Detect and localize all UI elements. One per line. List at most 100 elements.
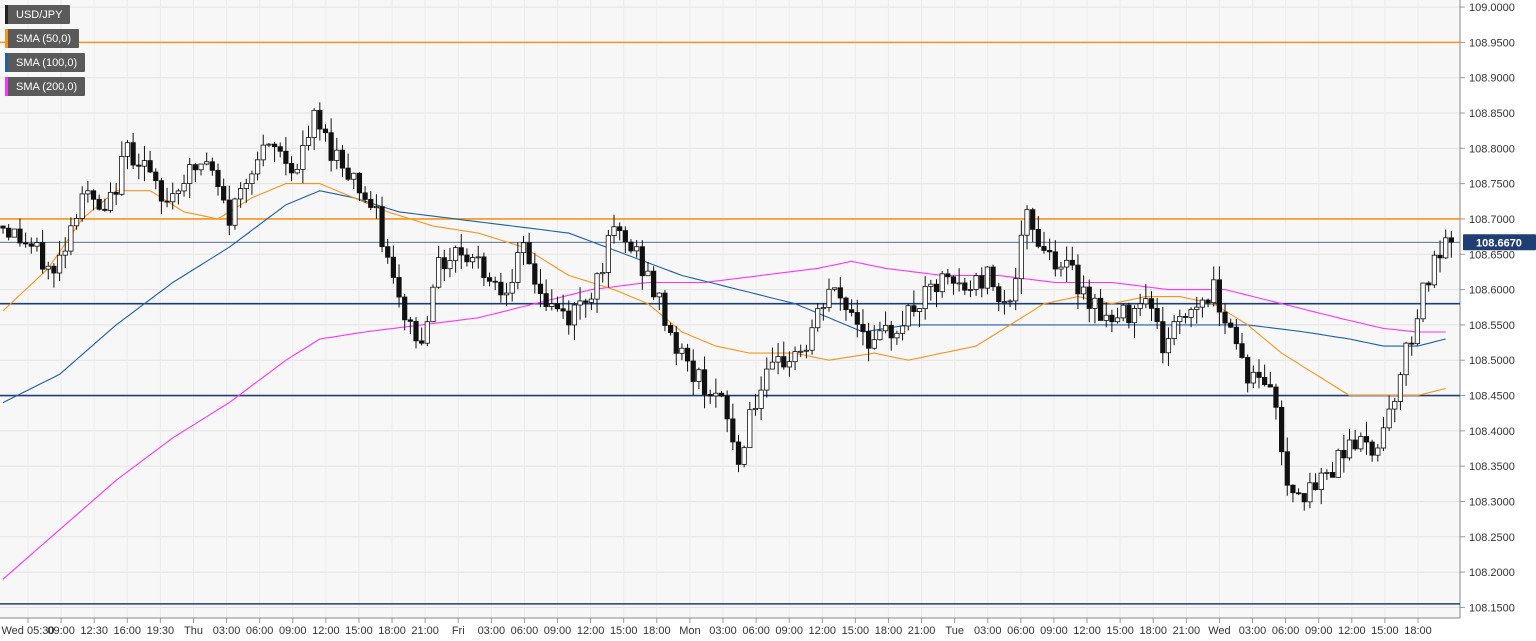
x-tick-label: 16:00 bbox=[114, 625, 142, 637]
candle-body bbox=[1165, 338, 1172, 354]
candle-body bbox=[28, 243, 34, 247]
candle-body bbox=[752, 408, 759, 411]
y-tick-label: 108.6500 bbox=[1469, 249, 1515, 261]
x-tick-label: 06:00 bbox=[1007, 625, 1035, 637]
candle-body bbox=[724, 395, 730, 420]
candle-body bbox=[130, 142, 136, 166]
legend-item-sma50[interactable]: SMA (50,0) bbox=[5, 29, 80, 48]
candle-body bbox=[758, 389, 764, 409]
x-tick-label: 21:00 bbox=[908, 625, 936, 637]
candle-body bbox=[1358, 436, 1364, 450]
candle-body bbox=[1284, 451, 1290, 486]
x-tick-label: 09:00 bbox=[775, 625, 803, 637]
candle-body bbox=[730, 418, 736, 443]
candle-body bbox=[1414, 318, 1420, 345]
candle-body bbox=[1052, 251, 1058, 270]
candle-body bbox=[277, 146, 283, 152]
candle-body bbox=[634, 246, 640, 252]
candle-body bbox=[1346, 439, 1353, 459]
candle-body bbox=[453, 247, 459, 261]
y-tick-label: 108.9500 bbox=[1469, 37, 1515, 49]
plot-area bbox=[0, 0, 1460, 618]
x-tick-label: Fri bbox=[452, 625, 465, 637]
x-tick-label: Wed bbox=[1208, 625, 1230, 637]
candle-body bbox=[860, 323, 866, 332]
candle-body bbox=[803, 349, 809, 352]
candle-body bbox=[136, 164, 142, 167]
candle-body bbox=[1148, 298, 1155, 309]
candle-body bbox=[792, 351, 798, 363]
candle-body bbox=[469, 257, 476, 263]
candle-body bbox=[430, 286, 436, 323]
current-price-label: 108.6670 bbox=[1476, 237, 1522, 249]
candle-body bbox=[0, 225, 6, 229]
candle-body bbox=[170, 193, 176, 203]
x-tick-label: Mon bbox=[679, 625, 700, 637]
candle-body bbox=[662, 292, 668, 326]
candle-body bbox=[566, 310, 572, 326]
candle-body bbox=[684, 347, 691, 362]
x-tick-label: 09:00 bbox=[1040, 625, 1068, 637]
x-tick-label: 21:00 bbox=[411, 625, 439, 637]
candle-body bbox=[1103, 314, 1109, 321]
candle-body bbox=[939, 273, 945, 293]
legend-item-sma100[interactable]: SMA (100,0) bbox=[5, 53, 86, 72]
candle-body bbox=[1188, 309, 1194, 318]
candle-body bbox=[441, 257, 447, 270]
candle-body bbox=[820, 307, 826, 310]
candle-body bbox=[1380, 427, 1387, 449]
candle-body bbox=[911, 305, 917, 312]
x-tick-label: 12:00 bbox=[809, 625, 837, 637]
candle-body bbox=[221, 186, 227, 201]
candle-body bbox=[933, 283, 940, 293]
candle-body bbox=[413, 320, 419, 342]
candle-body bbox=[854, 312, 860, 325]
candle-body bbox=[1007, 300, 1013, 303]
x-tick-label: 12:00 bbox=[577, 625, 605, 637]
legend-item-sma200[interactable]: SMA (200,0) bbox=[5, 77, 86, 96]
legend-item-usdjpy[interactable]: USD/JPY bbox=[5, 5, 71, 24]
x-tick-label: 09:00 bbox=[544, 625, 572, 637]
y-tick-label: 109.0000 bbox=[1469, 2, 1515, 14]
candle-body bbox=[673, 332, 679, 354]
candle-body bbox=[832, 287, 838, 290]
candle-body bbox=[1177, 316, 1183, 323]
candle-body bbox=[1194, 306, 1200, 310]
candle-body bbox=[532, 263, 538, 285]
candle-body bbox=[979, 275, 985, 289]
candle-body bbox=[1080, 286, 1087, 295]
candle-body bbox=[328, 132, 334, 161]
candle-body bbox=[17, 228, 23, 244]
candle-body bbox=[899, 325, 906, 334]
candle-body bbox=[1109, 314, 1115, 323]
candle-body bbox=[175, 190, 181, 194]
candle-body bbox=[260, 144, 266, 161]
x-tick-label: 03:00 bbox=[974, 625, 1002, 637]
candle-body bbox=[1205, 299, 1211, 304]
candle-body bbox=[187, 164, 193, 184]
candle-body bbox=[402, 296, 408, 321]
x-tick-label: 18:00 bbox=[643, 625, 671, 637]
candle-body bbox=[701, 369, 708, 395]
candle-body bbox=[1290, 484, 1296, 494]
candle-body bbox=[1114, 317, 1121, 323]
candle-body bbox=[322, 128, 329, 134]
x-tick-label: 18:00 bbox=[1139, 625, 1167, 637]
x-tick-label: 15:00 bbox=[1371, 625, 1399, 637]
candle-body bbox=[79, 193, 85, 219]
candle-body bbox=[962, 282, 968, 291]
candle-body bbox=[622, 230, 628, 243]
candle-body bbox=[1273, 386, 1279, 408]
x-tick-label: 18:00 bbox=[378, 625, 406, 637]
candle-body bbox=[747, 409, 753, 449]
candle-body bbox=[1369, 441, 1375, 456]
candle-body bbox=[424, 321, 430, 344]
x-tick-label: 19:30 bbox=[147, 625, 175, 637]
x-tick-label: 03:00 bbox=[213, 625, 241, 637]
candle-body bbox=[119, 156, 125, 195]
candle-body bbox=[1409, 342, 1415, 345]
candle-body bbox=[515, 252, 521, 283]
candle-body bbox=[560, 308, 566, 312]
candle-body bbox=[1363, 436, 1370, 443]
candle-body bbox=[843, 297, 849, 311]
